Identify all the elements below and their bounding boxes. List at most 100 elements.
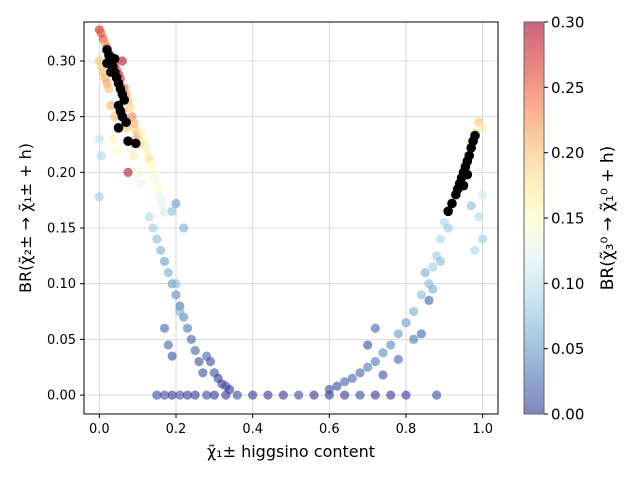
scatter-point bbox=[209, 390, 219, 400]
scatter-point bbox=[167, 351, 177, 361]
scatter-point bbox=[171, 290, 181, 300]
scatter-point bbox=[182, 323, 193, 333]
scatter-point bbox=[182, 390, 193, 400]
scatter-point bbox=[167, 206, 177, 216]
scatter-point bbox=[309, 390, 319, 400]
scatter-point bbox=[378, 370, 388, 380]
scatter-point bbox=[232, 390, 242, 400]
scatter-point bbox=[104, 84, 114, 94]
highlight-point bbox=[447, 198, 457, 209]
scatter-point bbox=[340, 390, 350, 400]
scatter-point bbox=[152, 390, 162, 400]
y-axis-label: BR(χ̃₂± → χ̃₁± + h) bbox=[16, 143, 35, 293]
scatter-point bbox=[106, 100, 116, 111]
scatter-point bbox=[205, 357, 216, 367]
scatter-point bbox=[443, 223, 453, 233]
y-tick-label: 0.10 bbox=[47, 277, 76, 292]
highlight-point bbox=[106, 67, 116, 77]
y-tick-label: 0.15 bbox=[47, 222, 76, 237]
scatter-point bbox=[386, 390, 396, 400]
scatter-point bbox=[409, 306, 419, 317]
highlight-point bbox=[113, 122, 124, 133]
scatter-point bbox=[424, 295, 434, 306]
colorbar-tick-label: 0.15 bbox=[551, 210, 584, 228]
scatter-point bbox=[363, 362, 373, 372]
scatter-point bbox=[159, 323, 170, 333]
scatter-point bbox=[435, 256, 446, 267]
scatter-point bbox=[221, 390, 231, 400]
scatter-point bbox=[474, 212, 484, 222]
colorbar-tick-label: 0.25 bbox=[551, 79, 584, 97]
colorbar-tick-label: 0.05 bbox=[551, 340, 584, 358]
scatter-point bbox=[324, 384, 334, 395]
scatter-point bbox=[478, 123, 488, 133]
colorbar-tick-label: 0.00 bbox=[551, 406, 584, 424]
scatter-point bbox=[117, 56, 127, 66]
scatter-point bbox=[202, 390, 212, 400]
colorbar-tick-label: 0.20 bbox=[551, 144, 584, 162]
y-tick-label: 0.25 bbox=[47, 110, 76, 125]
scatter-point bbox=[370, 323, 380, 333]
y-tick-label: 0.00 bbox=[47, 389, 76, 404]
scatter-point bbox=[409, 334, 419, 344]
scatter-point bbox=[179, 223, 189, 233]
scatter-point bbox=[363, 340, 373, 350]
scatter-point bbox=[171, 279, 181, 289]
highlight-point bbox=[123, 136, 133, 146]
highlight-point bbox=[109, 53, 120, 64]
scatter-point bbox=[466, 201, 476, 211]
x-tick-label: 0.8 bbox=[396, 422, 417, 437]
scatter-point bbox=[263, 390, 273, 400]
y-tick-label: 0.05 bbox=[47, 333, 76, 348]
scatter-point bbox=[194, 357, 204, 367]
scatter-point bbox=[163, 267, 173, 278]
scatter-point bbox=[133, 167, 143, 177]
scatter-point bbox=[470, 245, 480, 255]
scatter-point bbox=[163, 340, 173, 350]
scatter-point bbox=[378, 348, 388, 358]
scatter-point bbox=[428, 284, 438, 294]
scatter-point bbox=[432, 390, 442, 400]
scatter-point bbox=[393, 329, 403, 339]
scatter-point bbox=[355, 390, 365, 400]
x-tick-label: 1.0 bbox=[472, 422, 493, 437]
scatter-point bbox=[355, 368, 365, 378]
scatter-point bbox=[171, 198, 181, 209]
axis-ticks: 0.0 0.2 0.4 0.6 0.8 1.0 0.00 0.05 0.10 0.15 0.20 0.… bbox=[47, 54, 493, 437]
highlight-point bbox=[462, 169, 473, 180]
highlight-point bbox=[464, 150, 475, 161]
scatter-point bbox=[190, 345, 200, 356]
scatter-point bbox=[136, 178, 147, 189]
y-tick-label: 0.30 bbox=[47, 54, 76, 69]
scatter-point bbox=[435, 234, 446, 244]
scatter-point bbox=[478, 234, 488, 244]
highlight-point bbox=[102, 58, 112, 69]
scatter-point bbox=[416, 290, 426, 300]
scatter-point bbox=[152, 234, 162, 244]
scatter-point bbox=[175, 306, 185, 317]
colorbar-tick-label: 0.10 bbox=[551, 275, 584, 293]
x-tick-label: 0.6 bbox=[319, 422, 340, 437]
scatter-point bbox=[186, 334, 196, 344]
colorbar-ticks: 0.00 0.05 0.10 0.15 0.20 0.25 0.30 bbox=[544, 14, 584, 424]
scatter-point bbox=[340, 377, 350, 387]
scatter-point bbox=[386, 340, 396, 350]
y-tick-label: 0.20 bbox=[47, 166, 76, 181]
highlight-point bbox=[121, 117, 131, 128]
scatter-point bbox=[474, 167, 484, 177]
scatter-point bbox=[94, 192, 104, 202]
scatter-point bbox=[175, 390, 185, 400]
scatter-point bbox=[144, 212, 154, 222]
scatter-point bbox=[393, 354, 403, 365]
scatter-point bbox=[401, 390, 411, 400]
scatter-point bbox=[108, 134, 118, 144]
scatter-point bbox=[156, 245, 166, 255]
scatter-point bbox=[123, 167, 133, 177]
scatter-point bbox=[332, 381, 342, 391]
highlight-point bbox=[458, 180, 469, 191]
scatter-point bbox=[159, 256, 170, 267]
scatter-point bbox=[129, 151, 139, 161]
scatter-point bbox=[420, 267, 430, 278]
scatter-point bbox=[167, 390, 177, 400]
scatter-point bbox=[248, 390, 258, 400]
